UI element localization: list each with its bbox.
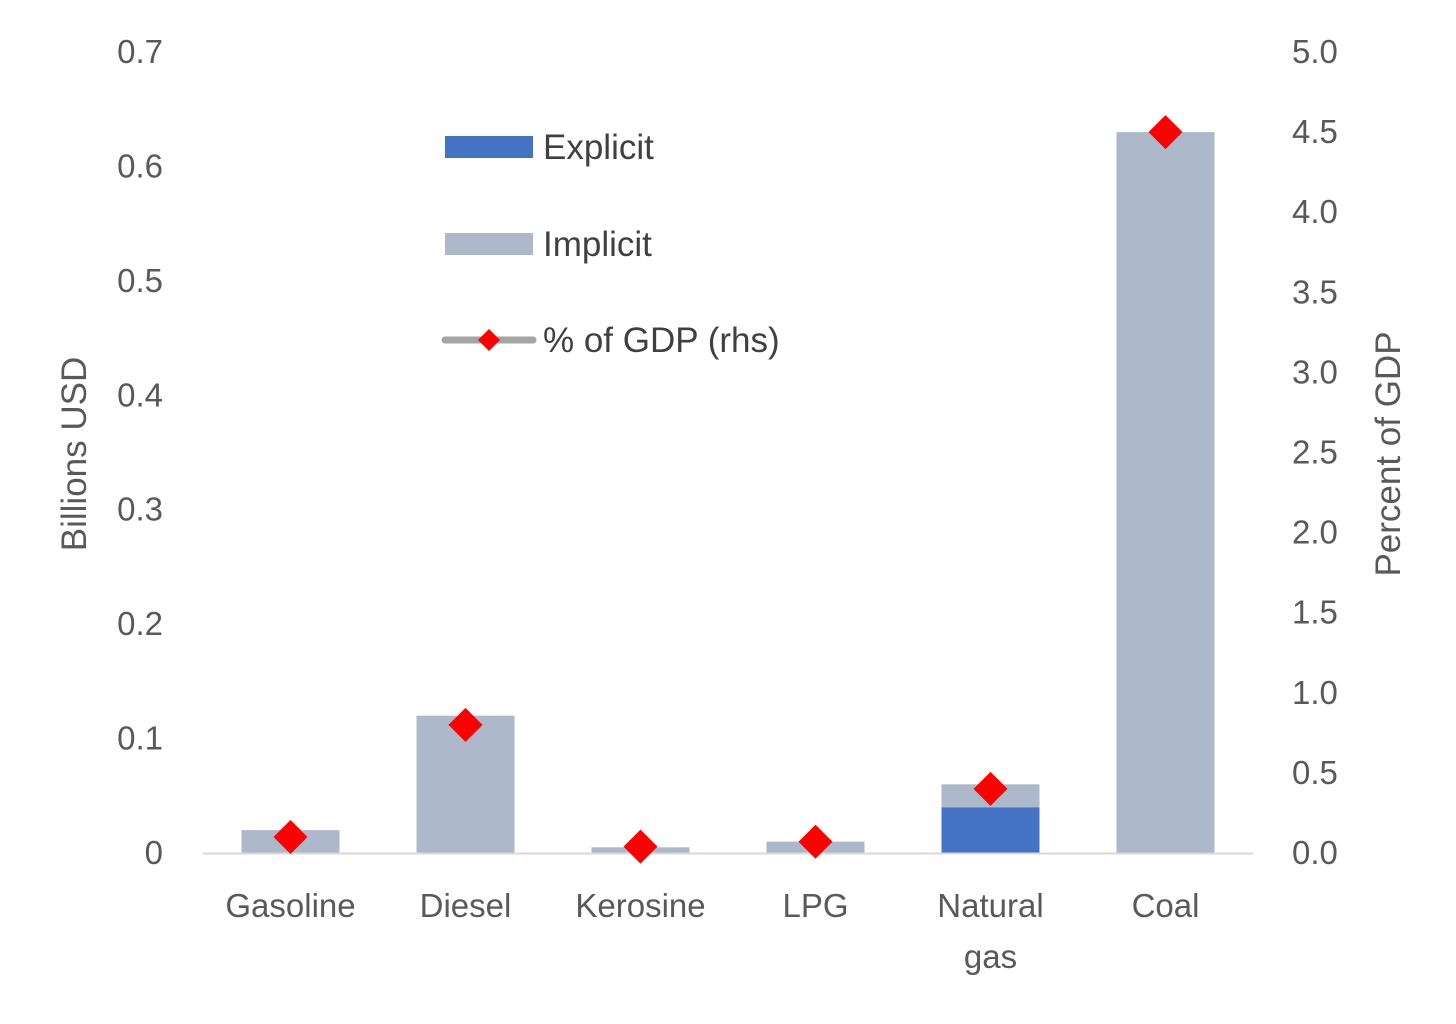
gdp-marker-0 [273,819,308,854]
y-left-tick-label: 0.7 [117,33,163,70]
x-tick-label: LPG [782,887,848,924]
gdp-marker-4 [973,771,1008,806]
legend-label-implicit: Implicit [543,225,652,264]
x-tick-label: Natural [937,887,1043,924]
y-right-tick-label: 0.5 [1292,754,1338,791]
markers-layer [273,115,1183,864]
y-right-tick-label: 2.0 [1292,514,1338,551]
y-right-tick-label: 4.0 [1292,193,1338,230]
y-left-tick-label: 0.2 [117,605,163,642]
y-right-tick-label: 3.5 [1292,273,1338,310]
x-tick-label: gas [964,938,1017,975]
y-right-tick-label: 5.0 [1292,33,1338,70]
y-right-axis-title: Percent of GDP [1369,331,1408,576]
x-tick-label: Coal [1132,887,1200,924]
legend-label-explicit: Explicit [543,128,654,167]
x-tick-label: Kerosine [575,887,705,924]
legend-label--of-gdp-rhs: % of GDP (rhs) [543,321,780,360]
y-left-tick-label: 0.4 [117,376,163,413]
y-left-tick-label: 0.6 [117,147,163,184]
legend-marker--of-gdp-rhs [478,329,500,351]
legend: Explicit Implicit % of GDP (rhs) [441,128,780,360]
y-right-tick-label: 3.0 [1292,353,1338,390]
x-tick-label: Diesel [420,887,512,924]
y-right-tick-label: 4.5 [1292,113,1338,150]
y-left-tick-label: 0.3 [117,491,163,528]
gdp-marker-5 [1148,115,1183,150]
y-left-axis-title: Billions USD [55,357,94,552]
legend-swatch-implicit [445,233,533,255]
bar-explicit-4 [941,807,1040,853]
y-right-tick-label: 0.0 [1292,834,1338,871]
x-tick-label: Gasoline [225,887,355,924]
gdp-marker-2 [623,829,658,864]
gdp-marker-1 [448,707,483,742]
y-right-tick-label: 2.5 [1292,434,1338,471]
y-left-tick-label: 0.5 [117,262,163,299]
axes-layer: 0 0.1 0.2 0.3 0.4 0.5 0.6 0.7 0.0 0.5 1.0 1.5 2.0 2.5… [55,33,1408,975]
bar-implicit-5 [1116,132,1215,854]
y-right-tick-label: 1.5 [1292,594,1338,631]
y-left-tick-label: 0.1 [117,720,163,757]
legend-swatch-explicit [445,136,533,158]
y-right-tick-label: 1.0 [1292,674,1338,711]
y-left-tick-label: 0 [145,834,163,871]
gdp-marker-3 [798,824,833,859]
